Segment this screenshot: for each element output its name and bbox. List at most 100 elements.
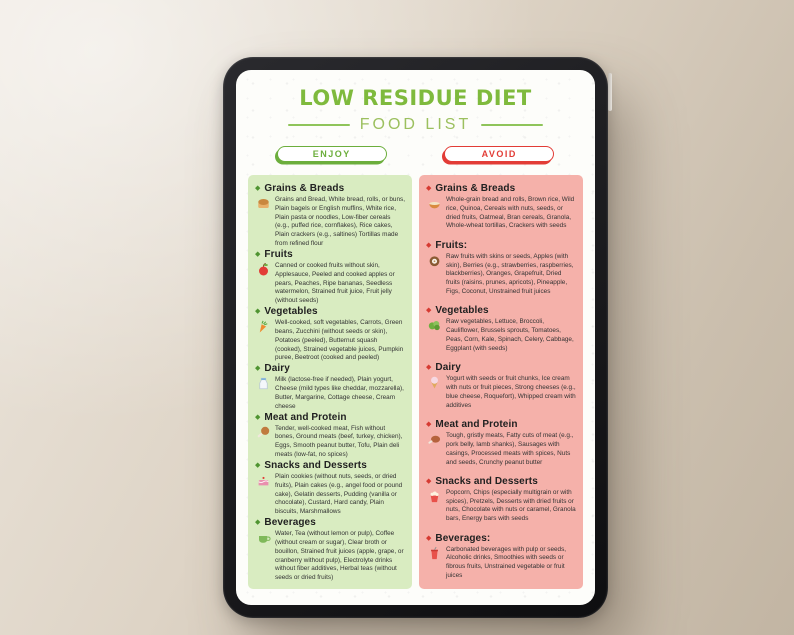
avoid-category-dairy: ◆ Dairy Yogurt with seeds or fruit chunks,…: [426, 362, 576, 410]
category-header: ◆ Grains & Breads: [426, 183, 576, 194]
category-title: Meat and Protein: [264, 411, 347, 423]
avoid-category-vegetables: ◆ Vegetables Raw vegetables, Lettuce, Broc…: [426, 305, 576, 353]
category-header: ◆ Vegetables: [255, 306, 405, 317]
category-title: Dairy: [435, 362, 461, 374]
category-items: Yogurt with seeds or fruit chunks, Ice c…: [426, 375, 576, 410]
bread-icon: [256, 196, 271, 211]
subtitle-row: FOOD LIST: [248, 116, 583, 134]
tablet-device: LOW RESIDUE DIET FOOD LIST ENJOY AVOID: [223, 57, 612, 618]
avoid-pill-slot: AVOID: [416, 146, 584, 162]
diamond-bullet-icon: ◆: [255, 365, 261, 373]
category-title: Fruits: [264, 248, 293, 260]
enjoy-category-vegetables: ◆ Vegetables Well-cooked, soft vegetables,…: [255, 306, 405, 363]
enjoy-category-fruits: ◆ Fruits Canned or cooked fruits without s…: [255, 249, 405, 306]
category-items: Well-cooked, soft vegetables, Carrots, G…: [255, 319, 405, 363]
enjoy-pill-slot: ENJOY: [248, 146, 416, 162]
category-header: ◆ Snacks and Desserts: [255, 460, 405, 471]
subtitle-right-rule: [481, 123, 544, 127]
diamond-bullet-icon: ◆: [426, 534, 432, 542]
category-title: Vegetables: [264, 306, 318, 318]
soda-cup-icon: [427, 546, 442, 561]
diamond-bullet-icon: ◆: [255, 461, 261, 469]
teacup-icon: [256, 530, 271, 545]
category-title: Dairy: [264, 363, 290, 375]
category-items: Milk (lactose-free if needed), Plain yog…: [255, 376, 405, 411]
category-title: Vegetables: [435, 305, 489, 317]
diamond-bullet-icon: ◆: [255, 413, 261, 421]
tablet-screen: LOW RESIDUE DIET FOOD LIST ENJOY AVOID: [236, 70, 595, 605]
cake-icon: [256, 473, 271, 488]
category-header: ◆ Vegetables: [426, 305, 576, 316]
avoid-category-meat-and-protein: ◆ Meat and Protein Tough, gristly meats, F…: [426, 419, 576, 467]
category-header: ◆ Dairy: [255, 363, 405, 374]
category-items: Tender, well-cooked meat, Fish without b…: [255, 425, 405, 460]
avoid-column: ◆ Grains & Breads Whole-grain bread and ro…: [419, 175, 583, 589]
category-items: Raw vegetables, Lettuce, Broccoli, Cauli…: [426, 318, 576, 353]
leafy-greens-icon: [427, 318, 442, 333]
grain-bowl-icon: [427, 196, 442, 211]
category-items: Grains and Bread, White bread, rolls, or…: [255, 196, 405, 249]
avoid-button-label: AVOID: [481, 149, 517, 159]
category-items: Water, Tea (without lemon or pulp), Coff…: [255, 530, 405, 583]
category-items: Canned or cooked fruits without skin, Ap…: [255, 262, 405, 306]
food-list-columns: ◆ Grains & Breads Grains and Bread, White …: [248, 175, 583, 589]
category-title: Grains & Breads: [264, 183, 345, 194]
avoid-category-grains-breads: ◆ Grains & Breads Whole-grain bread and ro…: [426, 183, 576, 231]
category-header: ◆ Meat and Protein: [426, 419, 576, 430]
apple-icon: [256, 262, 271, 277]
diamond-bullet-icon: ◆: [426, 185, 432, 192]
category-title: Snacks and Desserts: [264, 459, 367, 471]
enjoy-button[interactable]: ENJOY: [276, 146, 387, 162]
category-items: Carbonated beverages with pulp or seeds,…: [426, 546, 576, 581]
avoid-button[interactable]: AVOID: [444, 146, 555, 162]
enjoy-button-label: ENJOY: [312, 149, 351, 159]
category-items: Raw fruits with skins or seeds, Apples (…: [426, 253, 576, 297]
category-header: ◆ Fruits:: [426, 240, 576, 251]
diamond-bullet-icon: ◆: [426, 421, 432, 429]
enjoy-column: ◆ Grains & Breads Grains and Bread, White …: [248, 175, 412, 589]
popcorn-icon: [427, 489, 442, 504]
diamond-bullet-icon: ◆: [255, 308, 261, 316]
avoid-category-snacks-and-desserts: ◆ Snacks and Desserts Popcorn, Chips (espe…: [426, 476, 576, 524]
category-header: ◆ Beverages: [255, 517, 405, 528]
enjoy-category-meat-and-protein: ◆ Meat and Protein Tender, well-cooked mea…: [255, 412, 405, 460]
category-title: Beverages: [264, 517, 316, 529]
page-subtitle: FOOD LIST: [359, 116, 472, 133]
diamond-bullet-icon: ◆: [426, 477, 432, 485]
category-header: ◆ Snacks and Desserts: [426, 476, 576, 487]
category-title: Fruits:: [435, 239, 468, 251]
category-header: ◆ Dairy: [426, 362, 576, 373]
avoid-category-beverages: ◆ Beverages: Carbonated beverages with pul…: [426, 533, 576, 581]
category-title: Snacks and Desserts: [435, 475, 538, 487]
category-header: ◆ Fruits: [255, 249, 405, 260]
enjoy-category-dairy: ◆ Dairy Milk (lactose-free if needed), Pla…: [255, 363, 405, 411]
ice-cream-icon: [427, 375, 442, 390]
diamond-bullet-icon: ◆: [426, 241, 432, 249]
category-header: ◆ Beverages:: [426, 533, 576, 544]
diamond-bullet-icon: ◆: [255, 185, 261, 192]
coconut-icon: [427, 253, 442, 268]
subtitle-left-rule: [287, 123, 350, 127]
milk-icon: [256, 376, 271, 391]
diamond-bullet-icon: ◆: [426, 307, 432, 315]
category-header: ◆ Grains & Breads: [255, 183, 405, 194]
diamond-bullet-icon: ◆: [255, 519, 261, 527]
enjoy-category-snacks-and-desserts: ◆ Snacks and Desserts Plain cookies (witho…: [255, 460, 405, 517]
enjoy-category-beverages: ◆ Beverages Water, Tea (without lemon or p…: [255, 517, 405, 583]
category-items: Tough, gristly meats, Fatty cuts of meat…: [426, 432, 576, 467]
category-header: ◆ Meat and Protein: [255, 412, 405, 423]
category-title: Meat and Protein: [435, 419, 518, 431]
diamond-bullet-icon: ◆: [426, 364, 432, 372]
tablet-power-button[interactable]: [608, 73, 612, 111]
meat-bone-icon: [427, 432, 442, 447]
category-items: Whole-grain bread and rolls, Brown rice,…: [426, 196, 576, 231]
category-items: Plain cookies (without nuts, seeds, or d…: [255, 473, 405, 517]
category-title: Grains & Breads: [435, 183, 516, 194]
legend-buttons: ENJOY AVOID: [248, 146, 583, 162]
category-items: Popcorn, Chips (especially multigrain or…: [426, 489, 576, 524]
meat-icon: [256, 425, 271, 440]
enjoy-category-grains-breads: ◆ Grains & Breads Grains and Bread, White …: [255, 183, 405, 249]
diamond-bullet-icon: ◆: [255, 250, 261, 258]
avoid-category-fruits: ◆ Fruits: Raw fruits with skins or seeds, …: [426, 240, 576, 297]
